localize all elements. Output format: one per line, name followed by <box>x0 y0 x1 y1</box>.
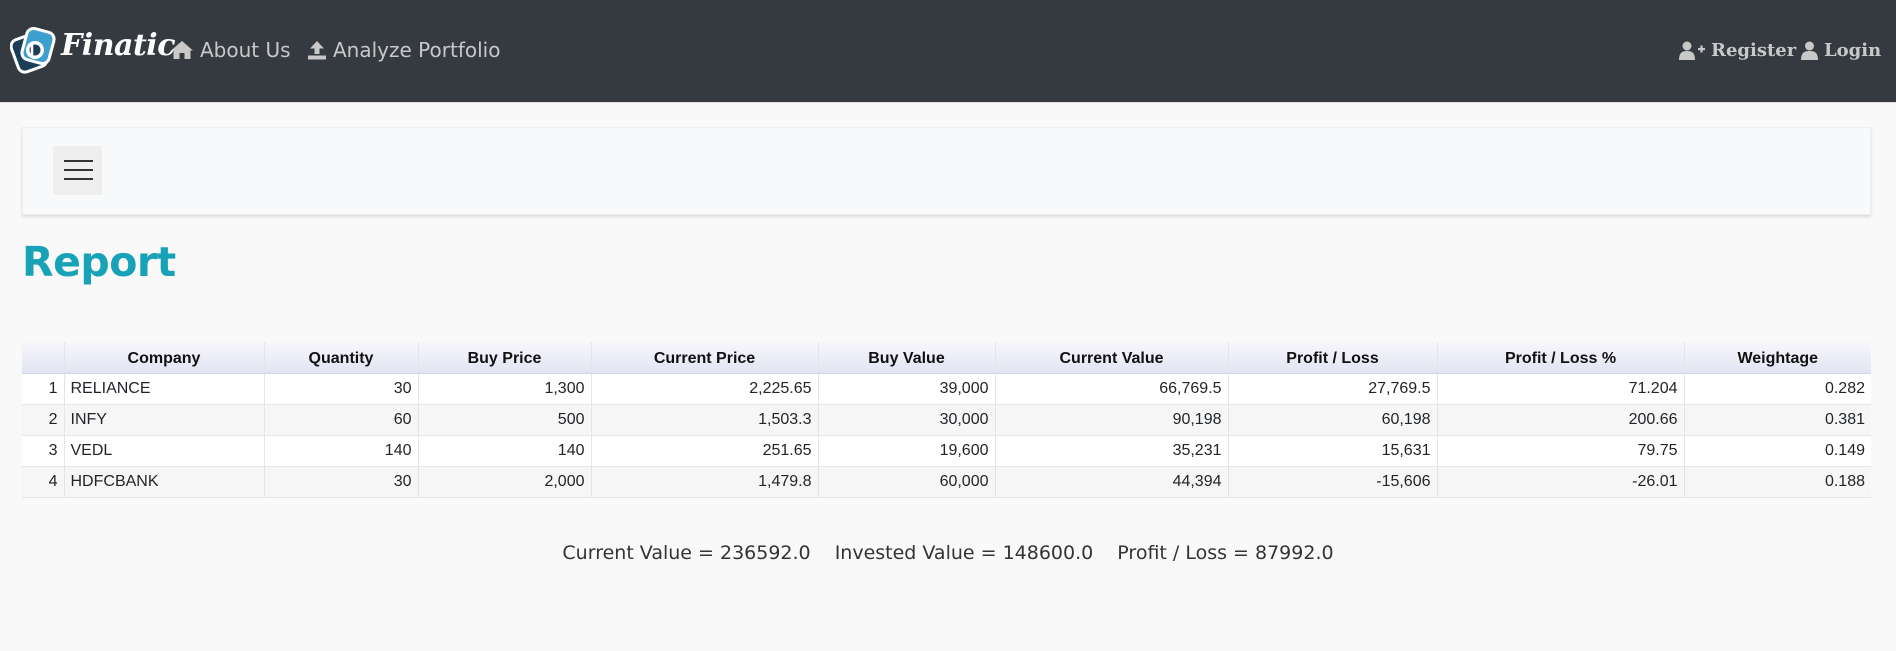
cell-current-price: 251.65 <box>590 435 818 467</box>
cell-company: HDFCBANK <box>63 466 264 498</box>
cell-index: 4 <box>22 466 64 498</box>
user-icon <box>1801 41 1818 60</box>
nav-register[interactable]: Register <box>1679 40 1796 61</box>
cell-current-value: 90,198 <box>994 404 1228 436</box>
finatic-logo-icon <box>10 26 56 74</box>
cell-weightage: 0.381 <box>1683 404 1871 436</box>
cell-current-price: 1,503.3 <box>590 404 818 436</box>
top-navbar: Finatic About Us Analyze Portfolio <box>0 0 1896 103</box>
nav-about-us-label: About Us <box>200 38 291 62</box>
cell-buy-value: 39,000 <box>817 373 995 405</box>
summary-invested-value: Invested Value = 148600.0 <box>834 542 1094 564</box>
table-row: 3 VEDL 140 140 251.65 19,600 35,231 15,6… <box>22 435 1871 467</box>
nav-login[interactable]: Login <box>1801 40 1881 61</box>
table-header-row: Company Quantity Buy Price Current Price… <box>22 342 1871 374</box>
cell-buy-value: 60,000 <box>817 466 995 498</box>
nav-about-us[interactable]: About Us <box>170 38 291 62</box>
cell-current-value: 35,231 <box>994 435 1228 467</box>
cell-profit-loss: 60,198 <box>1227 404 1437 436</box>
summary-current-value: Current Value = 236592.0 <box>562 542 811 564</box>
column-header-weightage[interactable]: Weightage <box>1683 342 1871 374</box>
cell-profit-loss: 27,769.5 <box>1227 373 1437 405</box>
secondary-toolbar <box>22 127 1871 215</box>
cell-company: RELIANCE <box>63 373 264 405</box>
cell-quantity: 60 <box>263 404 418 436</box>
table-row: 1 RELIANCE 30 1,300 2,225.65 39,000 66,7… <box>22 373 1871 405</box>
nav-analyze-portfolio-label: Analyze Portfolio <box>333 38 501 62</box>
cell-company: INFY <box>63 404 264 436</box>
cell-quantity: 140 <box>263 435 418 467</box>
column-header-quantity[interactable]: Quantity <box>263 342 418 374</box>
column-header-buy-value[interactable]: Buy Value <box>817 342 995 374</box>
upload-icon <box>307 40 327 60</box>
cell-buy-price: 2,000 <box>417 466 591 498</box>
cell-weightage: 0.282 <box>1683 373 1871 405</box>
page-title: Report <box>22 238 176 286</box>
cell-current-price: 2,225.65 <box>590 373 818 405</box>
nav-login-label: Login <box>1824 40 1882 61</box>
column-header-profit-loss[interactable]: Profit / Loss <box>1227 342 1437 374</box>
brand-link[interactable]: Finatic <box>10 24 175 78</box>
cell-current-price: 1,479.8 <box>590 466 818 498</box>
report-table: Company Quantity Buy Price Current Price… <box>22 342 1871 498</box>
home-icon <box>170 40 194 60</box>
cell-current-value: 44,394 <box>994 466 1228 498</box>
cell-quantity: 30 <box>263 373 418 405</box>
column-header-current-price[interactable]: Current Price <box>590 342 818 374</box>
column-header-profit-loss-percent[interactable]: Profit / Loss % <box>1436 342 1684 374</box>
cell-current-value: 66,769.5 <box>994 373 1228 405</box>
cell-buy-value: 30,000 <box>817 404 995 436</box>
column-header-current-value[interactable]: Current Value <box>994 342 1228 374</box>
nav-analyze-portfolio[interactable]: Analyze Portfolio <box>307 38 500 62</box>
user-plus-icon <box>1679 41 1705 60</box>
summary-profit-loss: Profit / Loss = 87992.0 <box>1117 542 1334 564</box>
brand-name: Finatic <box>61 27 175 63</box>
column-header-buy-price[interactable]: Buy Price <box>417 342 591 374</box>
table-row: 2 INFY 60 500 1,503.3 30,000 90,198 60,1… <box>22 404 1871 436</box>
cell-company: VEDL <box>63 435 264 467</box>
cell-profit-loss-percent: 71.204 <box>1436 373 1684 405</box>
cell-index: 2 <box>22 404 64 436</box>
cell-buy-price: 500 <box>417 404 591 436</box>
cell-profit-loss-percent: 79.75 <box>1436 435 1684 467</box>
cell-weightage: 0.149 <box>1683 435 1871 467</box>
cell-buy-value: 19,600 <box>817 435 995 467</box>
cell-index: 3 <box>22 435 64 467</box>
table-row: 4 HDFCBANK 30 2,000 1,479.8 60,000 44,39… <box>22 466 1871 498</box>
nav-register-label: Register <box>1711 40 1797 61</box>
cell-profit-loss: -15,606 <box>1227 466 1437 498</box>
cell-profit-loss-percent: 200.66 <box>1436 404 1684 436</box>
cell-profit-loss: 15,631 <box>1227 435 1437 467</box>
cell-quantity: 30 <box>263 466 418 498</box>
cell-index: 1 <box>22 373 64 405</box>
cell-buy-price: 140 <box>417 435 591 467</box>
column-header-index[interactable] <box>22 342 64 374</box>
cell-profit-loss-percent: -26.01 <box>1436 466 1684 498</box>
hamburger-menu-icon[interactable] <box>53 146 102 195</box>
cell-buy-price: 1,300 <box>417 373 591 405</box>
column-header-company[interactable]: Company <box>63 342 264 374</box>
portfolio-summary: Current Value = 236592.0 Invested Value … <box>0 542 1896 564</box>
cell-weightage: 0.188 <box>1683 466 1871 498</box>
